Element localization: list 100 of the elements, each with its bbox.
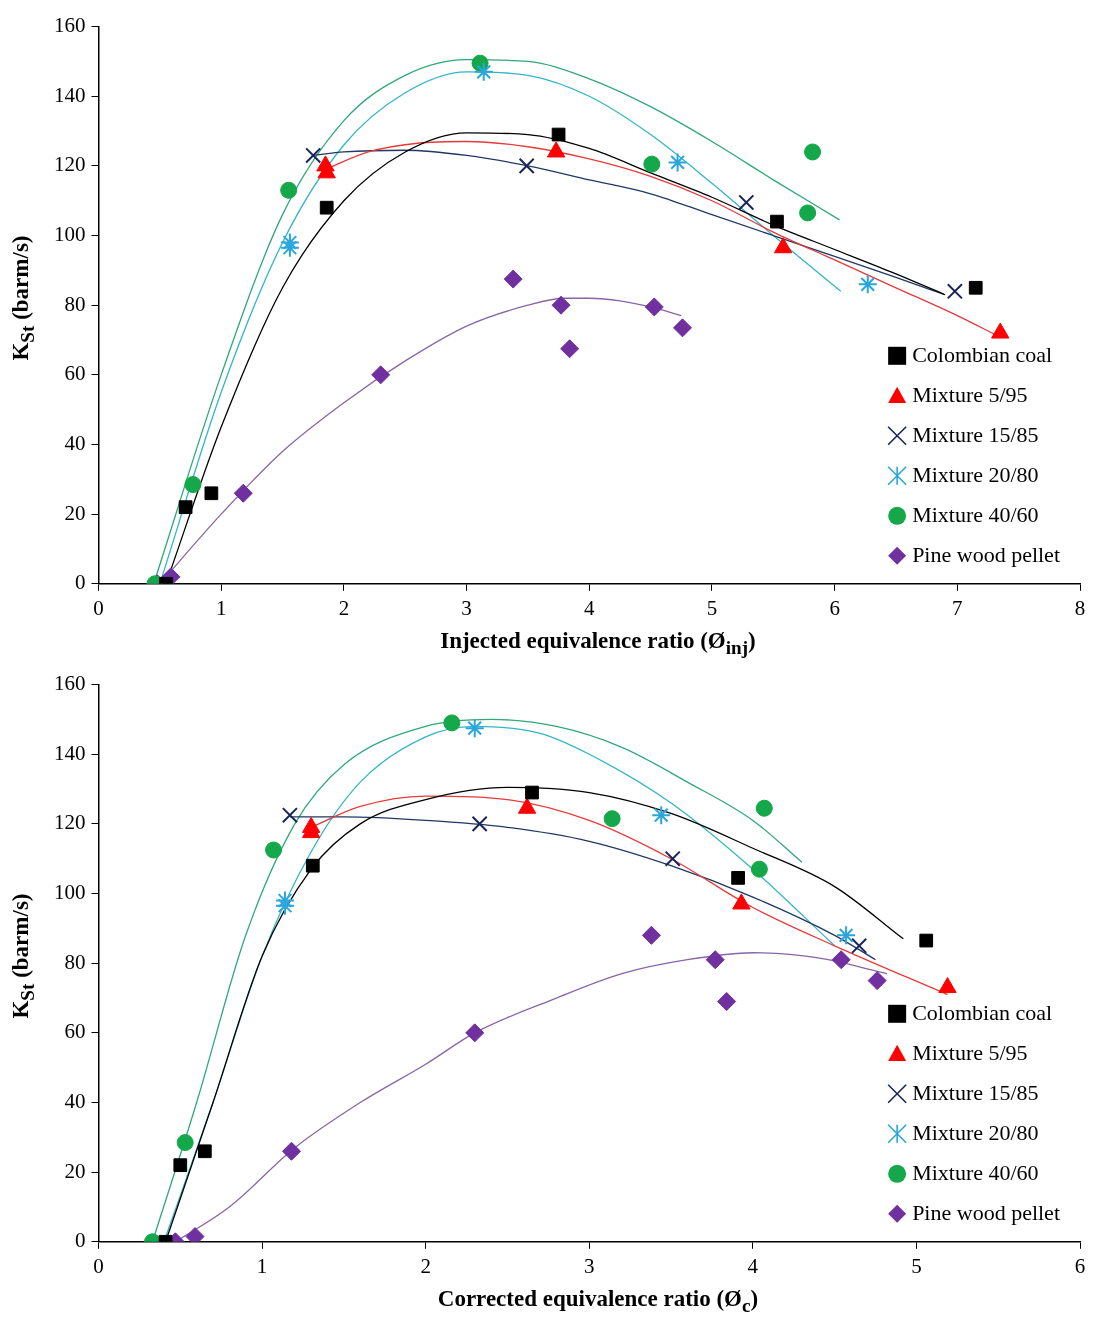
point xyxy=(851,937,868,954)
point xyxy=(465,1023,485,1043)
point xyxy=(831,950,851,970)
point xyxy=(503,269,523,289)
point xyxy=(770,214,784,229)
point xyxy=(705,950,725,970)
point xyxy=(755,799,773,817)
legend-label: Mixture 20/80 xyxy=(912,1119,1039,1145)
point xyxy=(281,807,298,824)
point xyxy=(371,365,391,385)
point xyxy=(857,274,878,295)
y-tick-label: 20 xyxy=(64,500,86,525)
legend-label: Colombian coal xyxy=(912,999,1053,1025)
point xyxy=(946,283,963,300)
point xyxy=(731,871,745,885)
legend-label: Mixture 5/95 xyxy=(912,381,1028,407)
y-tick-label: 20 xyxy=(64,1158,86,1183)
y-tick-label: 140 xyxy=(54,82,86,107)
point xyxy=(173,1158,188,1173)
point xyxy=(651,805,672,826)
y-tick-label: 120 xyxy=(54,152,86,177)
point xyxy=(919,933,934,948)
legend-label: Mixture 15/85 xyxy=(912,421,1039,447)
point xyxy=(641,925,661,945)
legend-label: Mixture 5/95 xyxy=(912,1039,1028,1065)
y-tick-label: 100 xyxy=(54,880,86,905)
point xyxy=(560,339,580,359)
x-tick-label: 3 xyxy=(584,1253,595,1278)
point xyxy=(471,815,488,832)
line-series xyxy=(289,816,877,961)
y-tick-label: 0 xyxy=(75,1228,86,1253)
legend-label: Pine wood pellet xyxy=(912,1199,1061,1225)
point xyxy=(518,157,535,174)
point xyxy=(672,318,692,338)
x-tick-label: 6 xyxy=(829,595,840,620)
point xyxy=(319,200,334,215)
legend-label: Mixture 15/85 xyxy=(912,1079,1039,1105)
point xyxy=(443,714,461,732)
point xyxy=(473,61,494,82)
x-tick-label: 8 xyxy=(1074,595,1086,620)
point xyxy=(551,295,571,315)
point xyxy=(667,152,688,173)
point xyxy=(197,1144,212,1159)
legend-label: Mixture 20/80 xyxy=(912,461,1039,487)
x-tick-label: 1 xyxy=(256,1253,268,1278)
x-tick-label: 2 xyxy=(338,595,350,620)
point xyxy=(804,143,822,161)
line-series xyxy=(312,149,946,296)
point xyxy=(265,841,283,859)
y-tick-label: 160 xyxy=(54,671,86,696)
point xyxy=(867,971,887,991)
point xyxy=(204,486,219,501)
point xyxy=(233,483,253,503)
point xyxy=(750,860,768,878)
legend-label: Pine wood pellet xyxy=(912,541,1061,567)
y-tick-label: 80 xyxy=(64,291,86,316)
point xyxy=(184,476,202,494)
legend-label: Mixture 40/60 xyxy=(912,1159,1039,1185)
point xyxy=(280,181,298,199)
point xyxy=(938,977,957,994)
y-tick-label: 60 xyxy=(64,1019,86,1044)
point xyxy=(178,500,193,515)
legend-label: Mixture 40/60 xyxy=(912,501,1039,527)
point xyxy=(603,810,621,828)
point xyxy=(644,297,664,317)
legend-label: Colombian coal xyxy=(912,341,1053,367)
y-tick-label: 40 xyxy=(64,431,86,456)
point xyxy=(643,155,661,173)
x-tick-label: 0 xyxy=(93,595,104,620)
x-tick-label: 3 xyxy=(461,595,472,620)
point xyxy=(799,204,817,222)
point xyxy=(738,194,755,211)
y-tick-label: 120 xyxy=(54,810,86,835)
point xyxy=(305,147,322,164)
y-tick-label: 160 xyxy=(54,13,86,38)
x-tick-label: 0 xyxy=(93,1253,104,1278)
point xyxy=(664,850,681,867)
point xyxy=(836,925,857,946)
point xyxy=(525,785,539,800)
x-tick-label: 4 xyxy=(747,1253,759,1278)
point xyxy=(464,718,485,739)
point xyxy=(282,1141,302,1161)
x-tick-label: 7 xyxy=(952,595,963,620)
y-tick-label: 140 xyxy=(54,740,86,765)
x-tick-label: 5 xyxy=(911,1253,922,1278)
y-tick-label: 60 xyxy=(64,361,86,386)
y-tick-label: 100 xyxy=(54,222,86,247)
point xyxy=(717,992,737,1012)
y-tick-label: 0 xyxy=(75,570,86,595)
point xyxy=(176,1134,194,1152)
x-axis-title: Corrected equivalence ratio (Ø$_{c}$) xyxy=(436,1286,760,1317)
x-tick-label: 2 xyxy=(420,1253,431,1278)
x-axis-title: Injected equivalence ratio (Ø$_{inj}$) xyxy=(439,628,757,659)
x-tick-label: 6 xyxy=(1074,1253,1086,1278)
point xyxy=(305,858,320,873)
point xyxy=(968,280,983,295)
x-tick-label: 1 xyxy=(215,595,227,620)
y-tick-label: 40 xyxy=(64,1089,86,1114)
point xyxy=(551,127,566,142)
y-tick-label: 80 xyxy=(64,949,86,974)
